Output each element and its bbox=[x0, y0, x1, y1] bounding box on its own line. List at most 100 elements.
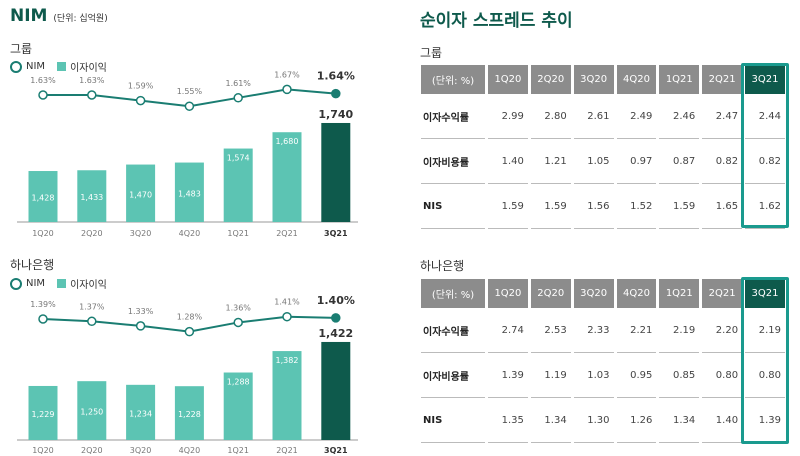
cell: 0.82 bbox=[745, 139, 785, 184]
cell: 1.59 bbox=[659, 184, 700, 229]
nim-label: 1.63% bbox=[79, 76, 105, 85]
nim-point bbox=[87, 90, 97, 100]
table-row: NIS 1.59 1.59 1.56 1.52 1.59 1.65 1.62 bbox=[421, 184, 785, 229]
unit-label: (단위: 십억원) bbox=[53, 14, 108, 24]
table-row: NIS 1.35 1.34 1.30 1.26 1.34 1.40 1.39 bbox=[421, 398, 785, 443]
cell: 2.53 bbox=[530, 308, 571, 353]
cell: 0.97 bbox=[616, 139, 657, 184]
column-header: 3Q20 bbox=[573, 279, 614, 308]
x-tick-label: 3Q21 bbox=[324, 229, 348, 238]
cell: 2.47 bbox=[702, 94, 743, 139]
column-header: 3Q21 bbox=[745, 65, 785, 94]
bank-table-title: 하나은행 bbox=[420, 259, 465, 273]
bar-label: 1,433 bbox=[80, 193, 103, 202]
nim-point bbox=[135, 321, 146, 331]
bar-swatch-icon bbox=[57, 279, 67, 288]
nim-point bbox=[282, 311, 292, 322]
cell: 2.19 bbox=[745, 308, 785, 353]
cell: 2.99 bbox=[488, 94, 528, 139]
cell: 2.46 bbox=[659, 94, 700, 139]
bar bbox=[28, 171, 58, 222]
x-tick-label: 3Q20 bbox=[130, 446, 152, 455]
bar bbox=[126, 384, 156, 440]
cell: 0.85 bbox=[659, 353, 700, 398]
cell: 1.19 bbox=[530, 353, 571, 398]
bar-label: 1,234 bbox=[129, 409, 152, 418]
x-tick-label: 2Q20 bbox=[81, 446, 103, 455]
nim-label: 1.63% bbox=[30, 76, 56, 85]
cell: 1.26 bbox=[616, 398, 657, 443]
nim-point bbox=[233, 317, 243, 328]
bar-label: 1,483 bbox=[178, 189, 201, 198]
column-header: 2Q20 bbox=[530, 279, 571, 308]
column-header: 2Q21 bbox=[702, 65, 743, 94]
bar-swatch-icon bbox=[57, 62, 67, 71]
bar-label: 1,422 bbox=[318, 327, 353, 340]
highlight-box bbox=[741, 63, 789, 228]
group-chart-title: 그룹 bbox=[10, 42, 33, 56]
cell: 1.03 bbox=[573, 353, 614, 398]
cell: 1.65 bbox=[702, 184, 743, 229]
bar bbox=[126, 164, 156, 222]
nim-label: 1.28% bbox=[177, 313, 203, 322]
bank-legend: NIM 이자이익 bbox=[10, 276, 107, 291]
column-header: 3Q21 bbox=[745, 279, 785, 308]
group-spread-table: (단위: %) 1Q20 2Q20 3Q20 4Q20 1Q21 2Q21 3Q21 이자수익률… bbox=[418, 65, 788, 229]
column-header: 1Q21 bbox=[659, 279, 700, 308]
nim-label: 1.61% bbox=[225, 79, 251, 88]
bar bbox=[223, 148, 253, 222]
bar bbox=[77, 170, 107, 222]
nim-label: 1.67% bbox=[274, 70, 300, 79]
cell: 2.21 bbox=[616, 308, 657, 353]
bar-label: 1,382 bbox=[276, 356, 299, 365]
row-label: NIS bbox=[421, 398, 485, 443]
cell: 1.05 bbox=[573, 139, 614, 184]
cell: 0.95 bbox=[616, 353, 657, 398]
nim-label: 1.33% bbox=[128, 307, 154, 316]
cell: 1.21 bbox=[530, 139, 571, 184]
nim-point bbox=[184, 326, 195, 337]
bar-label: 1,740 bbox=[318, 108, 353, 121]
cell: 1.59 bbox=[488, 184, 528, 229]
cell: 1.40 bbox=[702, 398, 743, 443]
bar bbox=[321, 341, 351, 440]
cell: 2.80 bbox=[530, 94, 571, 139]
cell: 1.39 bbox=[488, 353, 528, 398]
nim-point bbox=[233, 93, 243, 103]
cell: 2.49 bbox=[616, 94, 657, 139]
nim-label: 1.55% bbox=[177, 87, 203, 96]
cell: 2.61 bbox=[573, 94, 614, 139]
legend-nim: NIM bbox=[26, 61, 46, 72]
cell: 1.59 bbox=[530, 184, 571, 229]
cell: 1.52 bbox=[616, 184, 657, 229]
x-tick-label: 4Q20 bbox=[179, 446, 201, 455]
column-header: 1Q20 bbox=[488, 279, 528, 308]
x-tick-label: 2Q21 bbox=[276, 229, 298, 238]
x-tick-label: 3Q20 bbox=[130, 229, 152, 238]
bar bbox=[174, 386, 204, 440]
nim-label: 1.39% bbox=[30, 300, 56, 309]
column-header: 4Q20 bbox=[616, 279, 657, 308]
x-tick-label: 3Q21 bbox=[324, 446, 348, 455]
x-tick-label: 2Q21 bbox=[276, 446, 298, 455]
cell: 2.44 bbox=[745, 94, 785, 139]
x-tick-label: 1Q21 bbox=[227, 229, 249, 238]
nim-point bbox=[331, 88, 341, 99]
nim-point bbox=[38, 314, 48, 324]
x-tick-label: 1Q21 bbox=[227, 446, 249, 455]
group-table-title: 그룹 bbox=[420, 46, 443, 60]
bar-label: 1,229 bbox=[32, 410, 55, 419]
nim-point bbox=[38, 90, 48, 100]
group-chart: 1,428 1Q20 1,433 2Q20 1,470 3Q20 1,483 4Q20 1,57… bbox=[17, 70, 358, 238]
legend-bar: 이자이익 bbox=[70, 63, 107, 74]
table-row: 이자수익률 2.99 2.80 2.61 2.49 2.46 2.47 2.44 bbox=[421, 94, 785, 139]
cell: 0.82 bbox=[702, 139, 743, 184]
cell: 1.40 bbox=[488, 139, 528, 184]
column-header: 1Q21 bbox=[659, 65, 700, 94]
x-tick-label: 2Q20 bbox=[81, 229, 103, 238]
row-label: 이자비용률 bbox=[421, 139, 485, 184]
column-header: (단위: %) bbox=[421, 65, 485, 94]
bar bbox=[321, 122, 351, 222]
row-label: 이자수익률 bbox=[421, 94, 485, 139]
cell: 1.30 bbox=[573, 398, 614, 443]
